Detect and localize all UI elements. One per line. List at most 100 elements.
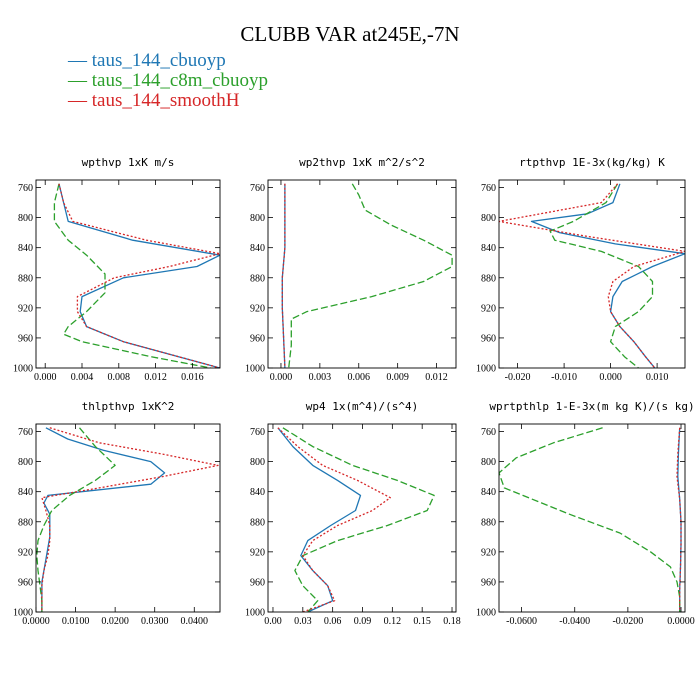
plot-frame [267, 423, 457, 613]
y-tick-label: 920 [250, 303, 265, 314]
y-tick-label: 960 [481, 577, 496, 588]
y-tick-label: 840 [18, 487, 33, 498]
y-tick-label: 960 [250, 333, 265, 344]
y-tick-label: 880 [18, 273, 33, 284]
series-line-taus-144-smoothh [41, 427, 219, 612]
plot-frame [35, 423, 221, 613]
y-tick-label: 880 [18, 517, 33, 528]
y-tick-label: 880 [481, 517, 496, 528]
series-line-taus-144-c8m-cbuoyp [549, 183, 654, 368]
y-tick-label: 800 [481, 213, 496, 224]
x-tick-label: 0.0000 [22, 616, 50, 627]
series-line-taus-144-smoothh [676, 427, 682, 612]
y-tick-label: 920 [250, 547, 265, 558]
panels: wpthvp 1xK m/s76080084088092096010000.00… [13, 156, 695, 627]
x-tick-label: 0.009 [386, 372, 409, 383]
y-tick-label: 1000 [13, 364, 33, 375]
y-tick-label: 840 [18, 243, 33, 254]
panel-6: wprtpthlp 1-E-3x(m kg K)/(s kg) 760 800 840… [476, 400, 695, 627]
panel-1: wpthvp 1xK m/s76080084088092096010000.00… [13, 156, 221, 383]
x-tick-label: -0.0200 [612, 616, 643, 627]
panel-title: wp2thvp 1xK m^2/s^2 [299, 156, 425, 169]
x-tick-label: 0.0300 [141, 616, 169, 627]
y-tick-label: 800 [481, 457, 496, 468]
y-tick-label: 1000 [245, 364, 265, 375]
plot-frame [498, 423, 686, 613]
y-tick-label: 760 [481, 427, 496, 438]
panel-4: thlpthvp 1xK^2 760 800 840 880 920 960 10000.00… [13, 400, 221, 627]
y-tick-label: 800 [18, 457, 33, 468]
x-tick-label: 0.03 [294, 616, 312, 627]
series-line-taus-144-c8m-cbuoyp [288, 183, 453, 368]
panel-title: wp4 1x(m^4)/(s^4) [306, 400, 419, 413]
series-line-taus-144-smoothh [499, 183, 685, 368]
y-tick-label: 920 [18, 303, 33, 314]
panel-title: thlpthvp 1xK^2 [82, 400, 175, 413]
x-tick-label: 0.15 [413, 616, 431, 627]
y-tick-label: 960 [250, 577, 265, 588]
legend-entry-taus-144-cbuoyp: — taus_144_cbuoyp [67, 50, 226, 71]
x-tick-label: 0.016 [181, 372, 204, 383]
y-tick-label: 880 [250, 273, 265, 284]
panel-2: wp2thvp 1xK m^2/s^2 760 800 840 880 920 960 100… [245, 156, 457, 383]
y-tick-label: 960 [18, 333, 33, 344]
y-tick-label: 960 [481, 333, 496, 344]
series-line-taus-144-c8m-cbuoyp [53, 183, 211, 368]
panel-3: rtpthvp 1E-3x(kg/kg) K 760 800 840 880 920 960… [476, 156, 686, 383]
x-tick-label: 0.0100 [62, 616, 90, 627]
x-tick-label: 0.012 [425, 372, 448, 383]
y-tick-label: 760 [250, 183, 265, 194]
y-tick-label: 760 [18, 183, 33, 194]
y-tick-label: 800 [18, 213, 33, 224]
legend-entry-taus-144-c8m-cbuoyp: — taus_144_c8m_cbuoyp [67, 70, 268, 91]
y-tick-label: 840 [250, 487, 265, 498]
series-line-taus-144-cbuoyp [41, 427, 166, 612]
y-tick-label: 880 [250, 517, 265, 528]
y-tick-label: 920 [481, 547, 496, 558]
plot-frame [35, 179, 221, 369]
y-tick-label: 880 [481, 273, 496, 284]
x-tick-label: -0.010 [551, 372, 577, 383]
y-tick-label: 800 [250, 213, 265, 224]
y-tick-label: 960 [18, 577, 33, 588]
x-tick-label: 0.004 [71, 372, 94, 383]
x-tick-label: 0.09 [354, 616, 372, 627]
x-tick-label: 0.000 [599, 372, 622, 383]
y-tick-label: 840 [481, 487, 496, 498]
x-tick-label: -0.020 [505, 372, 531, 383]
series-line-taus-144-c8m-cbuoyp [282, 427, 435, 612]
series-line-taus-144-smoothh [277, 427, 391, 612]
y-tick-label: 760 [250, 427, 265, 438]
x-tick-label: 0.010 [646, 372, 669, 383]
x-tick-label: -0.0400 [559, 616, 590, 627]
y-tick-label: 1000 [476, 608, 496, 619]
y-tick-label: 840 [250, 243, 265, 254]
y-tick-label: 920 [18, 547, 33, 558]
x-tick-label: 0.0400 [181, 616, 209, 627]
plot-frame [267, 179, 457, 369]
plot-frame [498, 179, 686, 369]
y-tick-label: 1000 [245, 608, 265, 619]
series-line-taus-144-smoothh [58, 183, 220, 368]
x-tick-label: 0.012 [144, 372, 167, 383]
x-tick-label: 0.0000 [667, 616, 695, 627]
x-tick-label: 0.000 [34, 372, 57, 383]
panel-title: wprtpthlp 1-E-3x(m kg K)/(s kg) [489, 400, 694, 413]
y-tick-label: 920 [481, 303, 496, 314]
series-line-taus-144-cbuoyp [530, 183, 685, 368]
x-tick-label: 0.003 [309, 372, 332, 383]
y-tick-label: 1000 [476, 364, 496, 375]
panel-title: rtpthvp 1E-3x(kg/kg) K [519, 156, 665, 169]
legend: — taus_144_cbuoyp— taus_144_c8m_cbuoyp— … [67, 50, 268, 111]
series-line-taus-144-c8m-cbuoyp [36, 427, 116, 612]
x-tick-label: 0.18 [443, 616, 461, 627]
panel-5: wp4 1x(m^4)/(s^4) 760 800 840 880 920 960 1000 0… [245, 400, 461, 627]
x-tick-label: 0.000 [270, 372, 293, 383]
x-tick-label: 0.06 [324, 616, 342, 627]
series-line-taus-144-smoothh [281, 183, 286, 368]
x-tick-label: 0.008 [108, 372, 131, 383]
y-tick-label: 800 [250, 457, 265, 468]
x-tick-label: 0.006 [348, 372, 371, 383]
